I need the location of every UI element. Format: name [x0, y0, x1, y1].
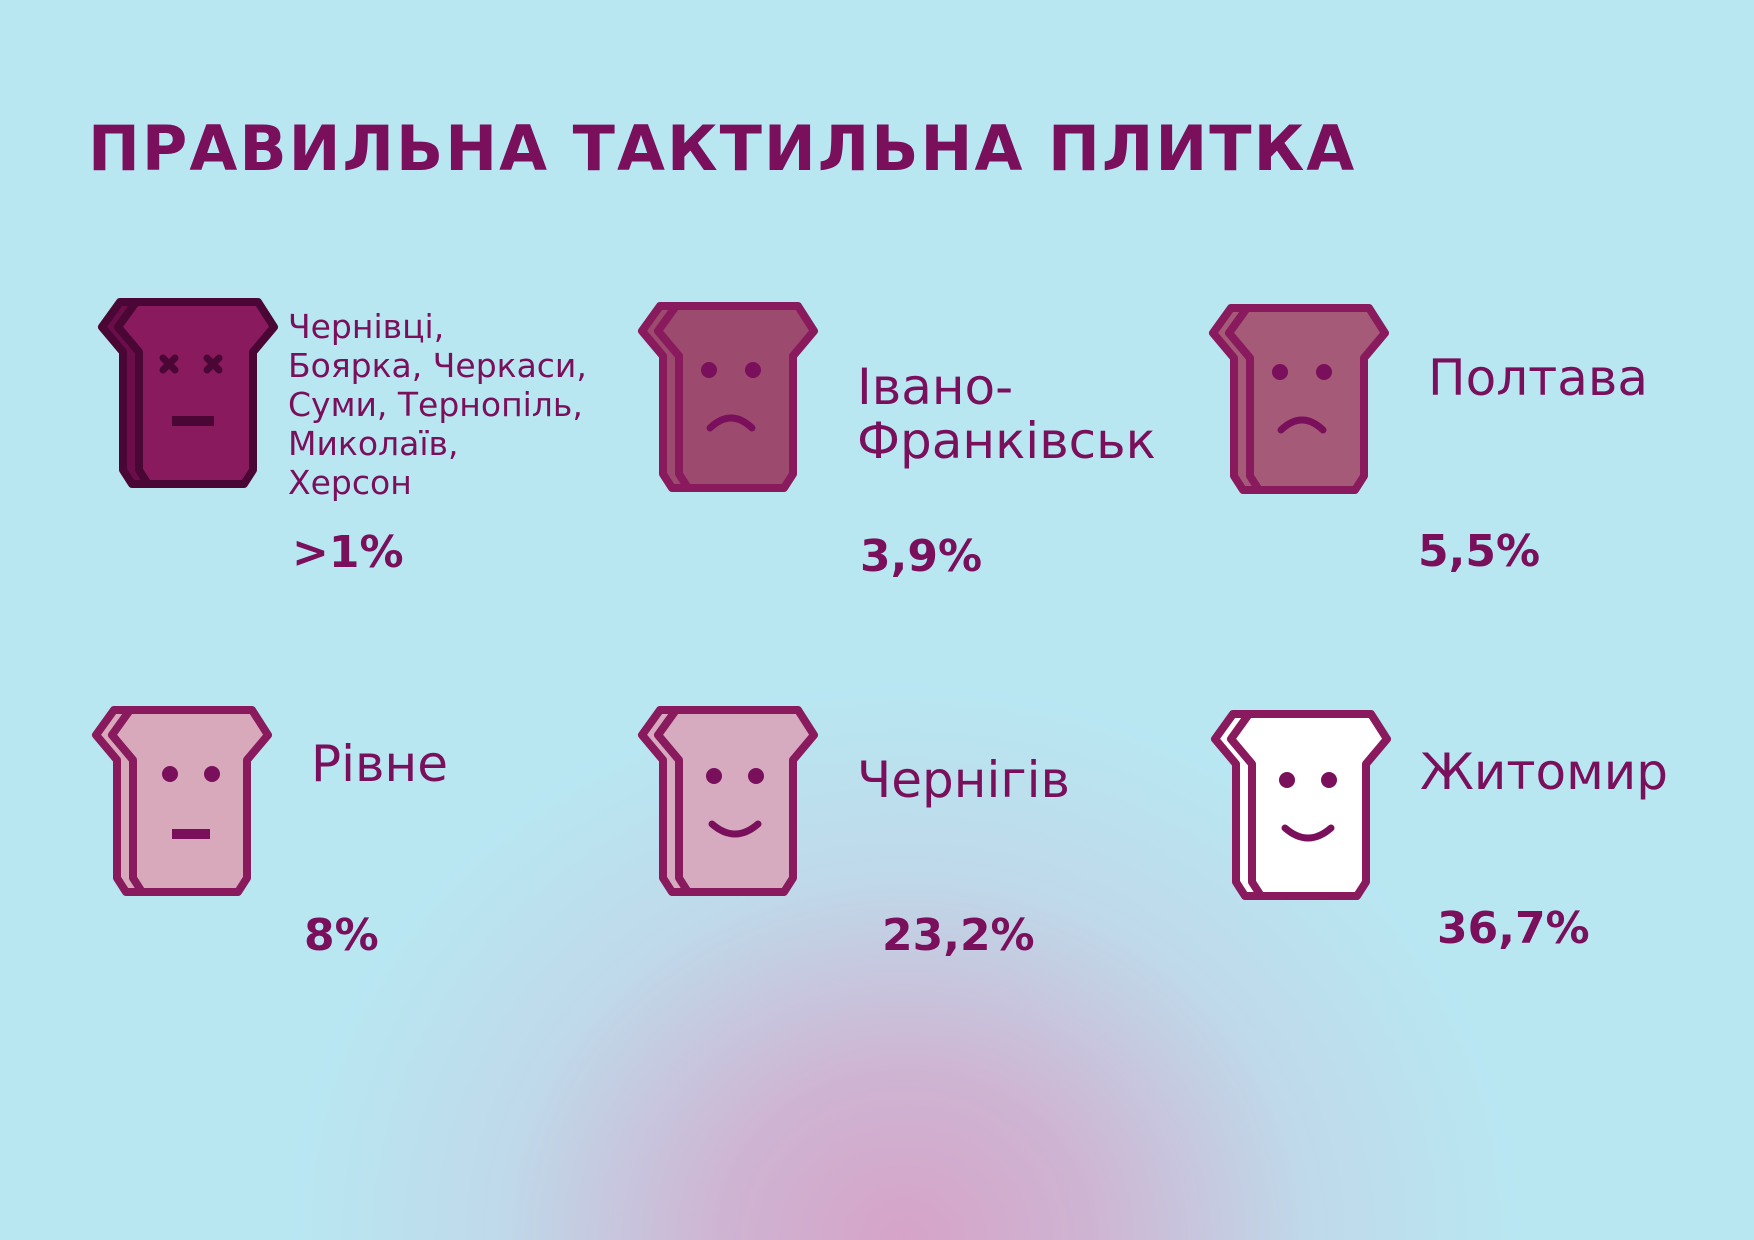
sad-face-icon — [638, 302, 818, 492]
city-list: Івано- Франківськ — [857, 360, 1156, 468]
percentage-value: >1% — [292, 527, 404, 578]
city-name: Житомир — [1420, 743, 1669, 801]
city-list: Чернівці, Боярка, Черкаси, Суми, Тернопі… — [288, 307, 587, 502]
percentage-value: 23,2% — [882, 910, 1035, 961]
city-name: Суми, Тернопіль, — [288, 385, 583, 424]
city-name: Боярка, Черкаси, — [288, 346, 587, 385]
dead-face-icon — [98, 298, 278, 488]
city-name: Чернігів — [857, 751, 1070, 809]
city-list: Полтава — [1428, 351, 1648, 405]
city-name: Чернівці, — [288, 307, 445, 346]
page-title: ПРАВИЛЬНА ТАКТИЛЬНА ПЛИТКА — [88, 112, 1357, 185]
city-list: Чернігів — [857, 753, 1070, 807]
percentage-value: 36,7% — [1437, 903, 1590, 954]
tile-icon — [630, 702, 820, 902]
city-name: Херсон — [288, 463, 412, 502]
smile-face-icon — [1211, 710, 1391, 900]
city-name: Рівне — [311, 735, 448, 793]
city-name: Івано- — [857, 358, 1014, 416]
neutral-face-icon — [92, 706, 272, 896]
smile-face-icon — [638, 706, 818, 896]
city-name: Полтава — [1428, 349, 1649, 407]
percentage-value: 8% — [304, 910, 379, 961]
city-list: Житомир — [1420, 745, 1668, 799]
percentage-value: 5,5% — [1418, 526, 1541, 577]
city-name: Франківськ — [857, 412, 1156, 470]
tile-icon — [90, 294, 280, 494]
city-list: Рівне — [311, 737, 448, 791]
tile-icon — [1201, 300, 1391, 500]
percentage-value: 3,9% — [860, 531, 983, 582]
sad-face-icon — [1209, 304, 1389, 494]
tile-icon — [1203, 706, 1393, 906]
tile-icon — [630, 298, 820, 498]
tile-icon — [84, 702, 274, 902]
city-name: Миколаїв, — [288, 424, 459, 463]
